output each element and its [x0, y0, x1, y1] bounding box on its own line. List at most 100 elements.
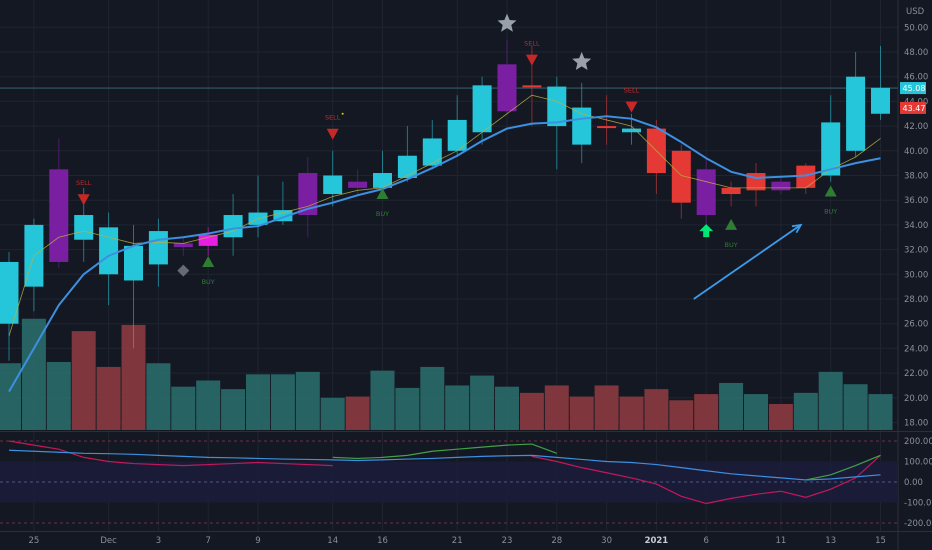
volume-bar	[519, 392, 544, 430]
candle-body	[472, 85, 492, 133]
price-tick-label: 48.00	[904, 48, 928, 58]
oscillator-tick-label: 0.00	[904, 478, 923, 488]
price-tick-label: 36.00	[904, 196, 928, 206]
volume-bar	[320, 397, 345, 430]
volume-bar	[544, 385, 569, 430]
volume-bar	[694, 394, 719, 430]
date-tick-label: 14	[327, 536, 338, 546]
volume-bars	[0, 318, 893, 430]
candle-body	[696, 169, 716, 216]
volume-bar	[171, 386, 196, 430]
volume-bar	[370, 370, 395, 430]
candle-body	[622, 128, 641, 133]
volume-bar	[644, 389, 669, 430]
price-tick-label: 18.00	[904, 419, 928, 429]
price-tag-label: 43.47	[903, 104, 926, 113]
volume-bar	[196, 380, 221, 430]
date-axis: 25 Dec 3 7 9 14 16 21 23 28 30 2021 6 11 13 15	[28, 536, 885, 546]
price-tick-label: 28.00	[904, 295, 928, 305]
date-tick-label: 23	[502, 536, 513, 546]
price-tick-label: 26.00	[904, 320, 928, 330]
currency-label: USD	[906, 7, 925, 17]
volume-bar	[445, 385, 470, 430]
date-tick-label: 16	[377, 536, 388, 546]
oscillator-tick-label: 200.00	[904, 437, 932, 447]
volume-bar	[420, 366, 445, 430]
volume-bar	[569, 396, 594, 430]
candle-body	[124, 245, 143, 281]
sell-signal-label: SELL	[624, 87, 640, 95]
volume-bar	[270, 374, 295, 430]
sell-signal-marker	[77, 194, 90, 206]
volume-bar	[868, 394, 893, 430]
price-tick-label: 24.00	[904, 344, 928, 354]
diamond-marker	[177, 264, 190, 277]
candle-body	[397, 155, 417, 178]
oscillator-blue-line	[8, 449, 881, 481]
volume-bar	[96, 366, 121, 430]
thin-moving-average-line	[8, 94, 881, 337]
candle-body	[846, 76, 866, 151]
marker-dot	[341, 112, 344, 115]
oscillator-red-line	[8, 440, 333, 467]
star-marker	[497, 13, 517, 32]
oscillator-pane: 200.00 100.00 0.00 -100.00 -200.00	[0, 437, 932, 529]
volume-bar	[719, 382, 744, 430]
candle-body	[597, 126, 617, 129]
candle-body	[198, 234, 218, 246]
sell-signal-marker	[625, 101, 638, 113]
price-tag-background	[900, 101, 926, 114]
candle-body	[323, 175, 343, 195]
date-tick-label: 11	[775, 536, 786, 546]
volume-bar	[221, 389, 246, 430]
volume-bar	[345, 396, 370, 430]
trend-arrow-line	[693, 224, 802, 300]
candle-body	[447, 119, 467, 151]
price-tick-label: 34.00	[904, 221, 928, 231]
candle-body	[572, 107, 592, 145]
oscillator-green-line	[805, 454, 881, 481]
sell-signal-marker	[525, 54, 538, 66]
price-tag-label: 45.08	[903, 84, 926, 93]
date-tick-label: 7	[205, 536, 210, 546]
up-arrow-icon	[699, 224, 714, 238]
candle-body	[49, 169, 69, 262]
star-marker	[572, 51, 592, 70]
volume-bar	[46, 361, 71, 430]
date-tick-label: 9	[255, 536, 260, 546]
date-tick-label: 30	[601, 536, 612, 546]
price-tick-label: 46.00	[904, 73, 928, 83]
oscillator-tick-label: -100.00	[904, 499, 932, 509]
buy-signal-label: BUY	[824, 208, 837, 216]
date-tick-label: 15	[875, 536, 886, 546]
volume-bar	[793, 392, 818, 430]
oscillator-tick-label: -200.00	[904, 519, 932, 529]
volume-bar	[0, 363, 21, 430]
candle-body	[871, 87, 890, 114]
oscillator-tick-label: 100.00	[904, 458, 932, 468]
volume-bar	[395, 387, 420, 430]
volume-bar	[71, 331, 96, 430]
price-tick-label: 42.00	[904, 122, 928, 132]
volume-bar	[470, 375, 495, 430]
volume-bar	[619, 396, 644, 430]
trend-arrow-head	[791, 223, 803, 234]
buy-signal-marker	[202, 255, 215, 267]
price-tag-background	[900, 82, 926, 95]
candle-body	[821, 122, 841, 176]
sell-signal-marker	[326, 128, 339, 140]
date-tick-label: 25	[28, 536, 39, 546]
price-tick-label: 38.00	[904, 172, 928, 182]
candle-body	[547, 86, 567, 127]
date-tick-label: 6	[703, 536, 708, 546]
date-tick-label: 2021	[645, 536, 669, 546]
oscillator-red-line	[531, 454, 881, 505]
price-tick-label: 32.00	[904, 246, 928, 256]
moving-average-line	[8, 115, 881, 393]
candle-body	[348, 181, 368, 188]
volume-bar	[744, 394, 768, 430]
candle-body	[771, 181, 791, 191]
price-tick-label: 22.00	[904, 369, 928, 379]
sell-signal-label: SELL	[76, 179, 92, 187]
